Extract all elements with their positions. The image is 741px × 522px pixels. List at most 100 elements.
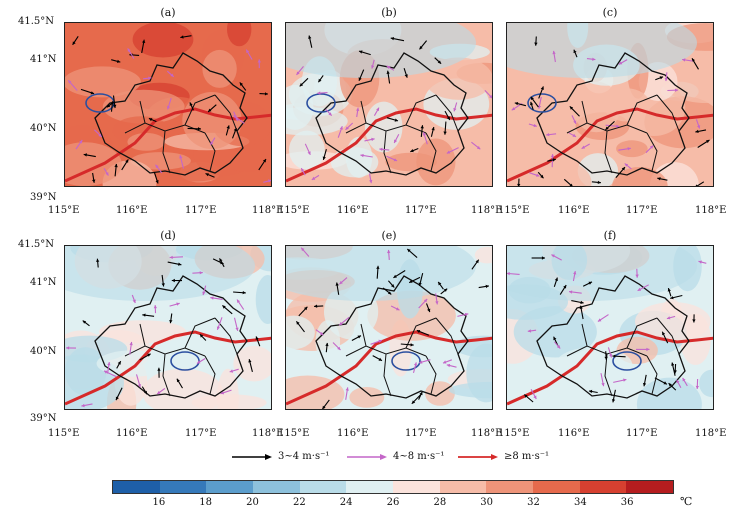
wind-vector [579,305,584,320]
wind-vector [376,265,380,279]
wind-vector [351,335,362,341]
map-b [286,23,492,186]
wind-vector [538,86,544,99]
wind-vector [67,79,78,91]
wind-vector [231,127,237,139]
wind-vector [199,333,207,341]
wind-vector [597,314,609,322]
map-panel-a [64,22,272,187]
colorbar-segment [346,481,394,493]
wind-vector [107,362,111,374]
wind-vector [553,277,558,287]
wind-vector [517,178,521,186]
ytick-top-40: 40°N [30,123,57,134]
panel-label-f: (f) [603,229,617,242]
xtick-f-118: 118°E [695,428,727,439]
wind-vector [360,153,373,158]
wind-vector [187,127,202,131]
wind-vector [94,129,103,138]
district-boundary [604,353,613,397]
wind-vector [325,108,333,116]
wind-vector [573,49,578,58]
temperature-patch [289,130,325,170]
wind-vector [161,274,165,287]
wind-vector [666,315,676,320]
wind-vector [437,281,444,290]
wind-vector [400,343,414,347]
legend-item-3-4: 3~4 m·s⁻¹ [230,451,329,462]
wind-vector [96,258,100,268]
wind-vector [248,358,253,373]
wind-vector [698,260,707,264]
district-boundary [646,132,658,172]
xtick-a-116: 116°E [116,205,148,216]
purple-arrow-icon [347,453,387,460]
xtick-d-115: 115°E [48,428,80,439]
province-outline [536,52,690,176]
wind-vector [661,331,669,344]
wind-vector [444,110,451,121]
wind-vector [386,117,399,122]
wind-vector [216,317,223,330]
district-boundary [360,323,367,347]
wind-vector [189,102,194,111]
temperature-patch [572,81,621,133]
wind-vector [131,294,136,304]
wind-vector [295,320,305,333]
cold-contour [306,93,336,113]
ytick-top-41: 41°N [30,54,57,65]
wind-vector [591,180,601,184]
wind-vector [114,163,118,177]
wind-vector [527,329,537,333]
wind-vector [531,256,545,260]
colorbar-tick-label: 34 [573,497,587,508]
wind-vector [72,35,79,46]
xtick-b-118: 118°E [471,205,503,216]
wind-vector [103,168,109,176]
wind-vector [141,39,146,54]
map-panel-c [506,22,714,187]
wind-vector [655,76,664,81]
temperature-patch [616,140,648,158]
wind-vector [607,347,613,358]
wind-vector [358,50,371,56]
wind-vector [645,145,654,154]
wind-vector [233,317,239,332]
colorbar-segment [206,481,254,493]
district-boundary [581,323,588,347]
wind-vector [143,76,152,80]
wind-vector [127,48,135,59]
wind-vector [418,359,431,364]
temperature-patch [202,49,237,88]
ytick-top-39: 39°N [30,192,57,203]
wind-vector [582,281,593,287]
wind-vector [103,370,117,378]
wind-vector [322,149,327,161]
district-boundary [425,132,437,172]
wind-vector [219,258,225,268]
map-panel-e [285,245,493,410]
temperature-patch [98,320,187,344]
wind-vector [537,171,544,179]
wind-vector [379,147,390,151]
map-a [65,23,271,186]
wind-vector [586,57,596,61]
district-boundary [581,100,588,124]
wind-vector [257,59,261,69]
colorbar-segment [299,481,347,493]
xtick-b-117: 117°E [405,205,437,216]
xtick-a-117: 117°E [185,205,217,216]
wind-vector [546,133,557,137]
wind-vector [537,96,542,109]
wind-vector [552,50,556,63]
wind-vector [236,299,245,310]
wind-vector [550,154,555,168]
temperature-patch [699,369,713,398]
wind-vector [410,147,419,153]
wind-vector [83,153,96,158]
panel-label-c: (c) [602,6,618,19]
wind-vector [142,313,155,317]
wind-vector [408,276,421,284]
wind-vector [179,154,184,169]
temperature-patch [127,133,166,151]
